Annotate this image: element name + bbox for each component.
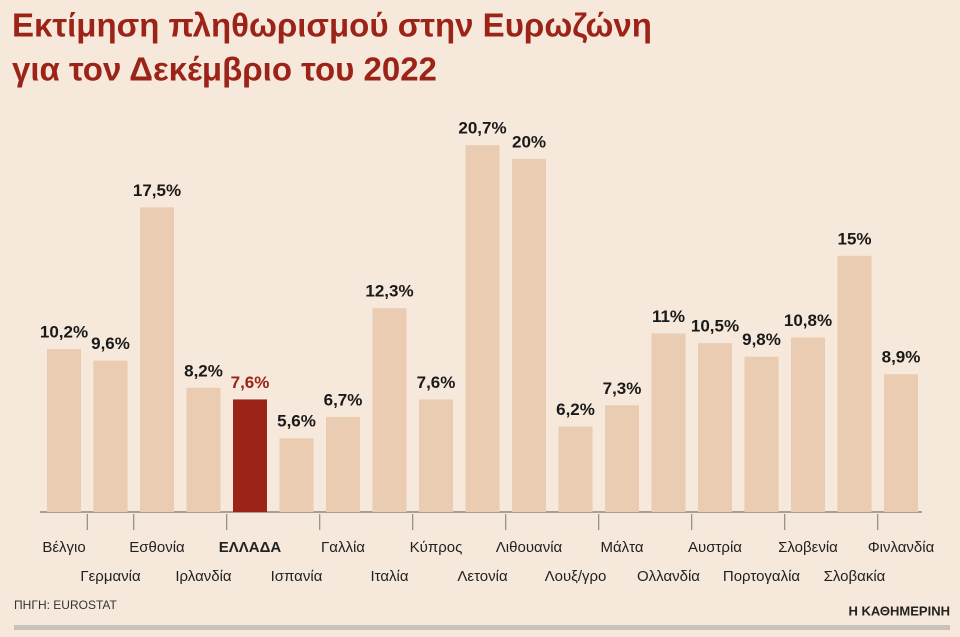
x-tick-label: Ιταλία xyxy=(370,568,408,585)
bar xyxy=(372,308,407,512)
bar xyxy=(47,348,81,512)
bar xyxy=(140,207,174,513)
x-tick-label: Γερμανία xyxy=(80,568,141,585)
value-label: 20% xyxy=(512,132,546,151)
value-label: 10,5% xyxy=(691,317,739,336)
bar xyxy=(465,145,500,512)
value-label: 15% xyxy=(837,229,871,248)
x-tick-label: Σλοβακία xyxy=(824,568,886,585)
x-tick-label: Εσθονία xyxy=(129,539,185,556)
footer-rule xyxy=(14,625,950,630)
x-tick-label: Ιρλανδία xyxy=(175,568,232,585)
x-tick-label: Αυστρία xyxy=(688,539,742,556)
x-tick-label: Γαλλία xyxy=(321,539,365,556)
bar xyxy=(186,387,221,512)
bar xyxy=(791,337,825,512)
value-label: 8,2% xyxy=(184,361,223,380)
x-tick-label: Ολλανδία xyxy=(637,568,700,585)
value-label: 11% xyxy=(652,307,685,326)
source: ΠΗΓΗ: EUROSTAT xyxy=(14,598,118,612)
bar xyxy=(651,333,686,512)
value-label: 5,6% xyxy=(277,412,316,431)
value-label: 7,3% xyxy=(603,379,642,398)
value-label: 8,9% xyxy=(882,348,921,367)
bar xyxy=(884,374,918,512)
bar xyxy=(233,399,267,512)
value-label: 7,6% xyxy=(231,373,270,392)
value-label: 9,8% xyxy=(742,330,781,349)
bar xyxy=(605,405,639,512)
brand: Η ΚΑΘΗΜΕΡΙΝΗ xyxy=(849,603,951,618)
bar xyxy=(698,343,732,512)
x-tick-label: Φινλανδία xyxy=(868,539,935,556)
value-label: 7,6% xyxy=(417,373,456,392)
value-label: 6,7% xyxy=(324,390,363,409)
bar xyxy=(558,426,593,512)
x-tick-label: ΕΛΛΑΔΑ xyxy=(219,539,282,556)
value-label: 20,7% xyxy=(458,119,506,138)
bar xyxy=(512,158,546,512)
bar xyxy=(326,416,360,512)
value-label: 12,3% xyxy=(365,282,413,301)
x-tick-label: Ισπανία xyxy=(271,568,323,585)
bar xyxy=(279,438,314,512)
chart-title: Εκτίμηση πληθωρισμού στην Ευρωζώνη xyxy=(12,7,652,44)
x-tick-label: Πορτογαλία xyxy=(723,568,801,585)
value-label: 10,2% xyxy=(40,322,88,341)
x-tick-label: Κύπρος xyxy=(410,539,463,556)
x-tick-label: Μάλτα xyxy=(600,539,643,556)
x-tick-label: Σλοβενία xyxy=(778,539,838,556)
bar xyxy=(744,356,779,512)
x-tick-label: Λουξ/γρο xyxy=(545,568,607,585)
chart-title: για τον Δεκέμβριο του 2022 xyxy=(12,51,437,88)
value-label: 10,8% xyxy=(784,311,832,330)
x-tick-label: Λετονία xyxy=(457,568,508,585)
bar xyxy=(419,399,453,512)
x-tick-label: Λιθουανία xyxy=(496,539,563,556)
bar xyxy=(93,360,128,512)
x-tick-label: Βέλγιο xyxy=(42,539,85,556)
value-label: 9,6% xyxy=(91,334,130,353)
value-label: 17,5% xyxy=(133,181,181,200)
bar xyxy=(837,255,872,512)
value-label: 6,2% xyxy=(556,400,595,419)
